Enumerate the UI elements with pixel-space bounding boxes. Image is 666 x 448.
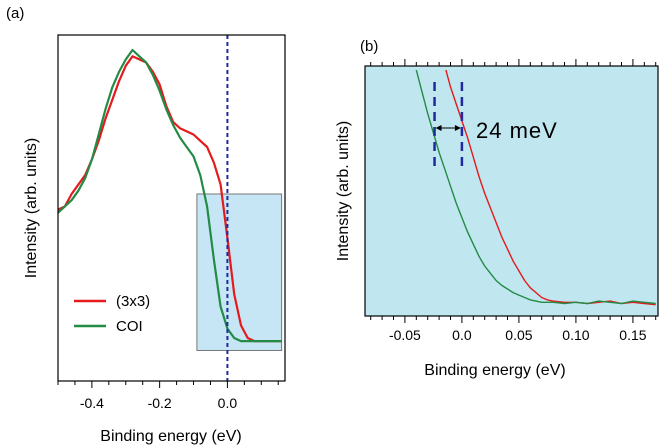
panel-b-gap-arrow (435, 125, 461, 131)
panel-b-x-axis-label: Binding energy (eV) (424, 362, 565, 379)
panel-a-legend: (3x3) COI (74, 293, 150, 335)
panel-b-tick-label: 0.10 (562, 327, 589, 343)
panel-a-y-axis-label: Intensity (arb. units) (23, 138, 40, 279)
panel-b-y-axis-label: Intensity (arb. units) (335, 121, 352, 262)
panel-b-tick-label: 0.15 (619, 327, 646, 343)
panel-b-series-coi (415, 69, 656, 305)
panel-a-tick-label: -0.2 (148, 395, 172, 411)
panel-a-series (57, 48, 282, 343)
panel-a-label: (a) (6, 5, 24, 22)
panel-b-tick-label: 0.05 (505, 327, 532, 343)
panel-b-plot-background (365, 66, 658, 316)
legend-label-coi: COI (116, 318, 143, 335)
panel-b: (b) 24 meV -0.05 0.0 0.05 0.10 0.15 Binding … (335, 38, 659, 379)
panel-b-label: (b) (360, 38, 378, 55)
panel-a-x-axis-label: Binding energy (eV) (100, 428, 241, 445)
panel-b-tick-label: 0.0 (452, 327, 472, 343)
panel-b-gap-arrowhead-right (454, 125, 461, 131)
panel-b-gap-annotation: 24 meV (476, 118, 558, 143)
panel-a-x-ticks: -0.4 -0.2 0.0 (57, 381, 279, 411)
panel-b-gap-arrowhead-left (435, 125, 442, 131)
panel-a-series-coi (57, 48, 282, 343)
panel-a: (a) -0.4 -0.2 0.0 (3x3) COI Binding energy… (6, 5, 286, 445)
legend-label-3x3: (3x3) (116, 293, 150, 310)
panel-b-x-ticks: -0.05 0.0 0.05 0.10 0.15 (370, 59, 657, 343)
panel-b-tick-label: -0.05 (389, 327, 421, 343)
panel-a-tick-label: -0.4 (80, 395, 104, 411)
panel-a-highlight-box (196, 193, 283, 351)
panel-a-tick-label: 0.0 (218, 395, 238, 411)
panel-b-frame (364, 65, 659, 317)
panel-a-frame (57, 34, 286, 382)
panel-b-series (415, 69, 656, 306)
